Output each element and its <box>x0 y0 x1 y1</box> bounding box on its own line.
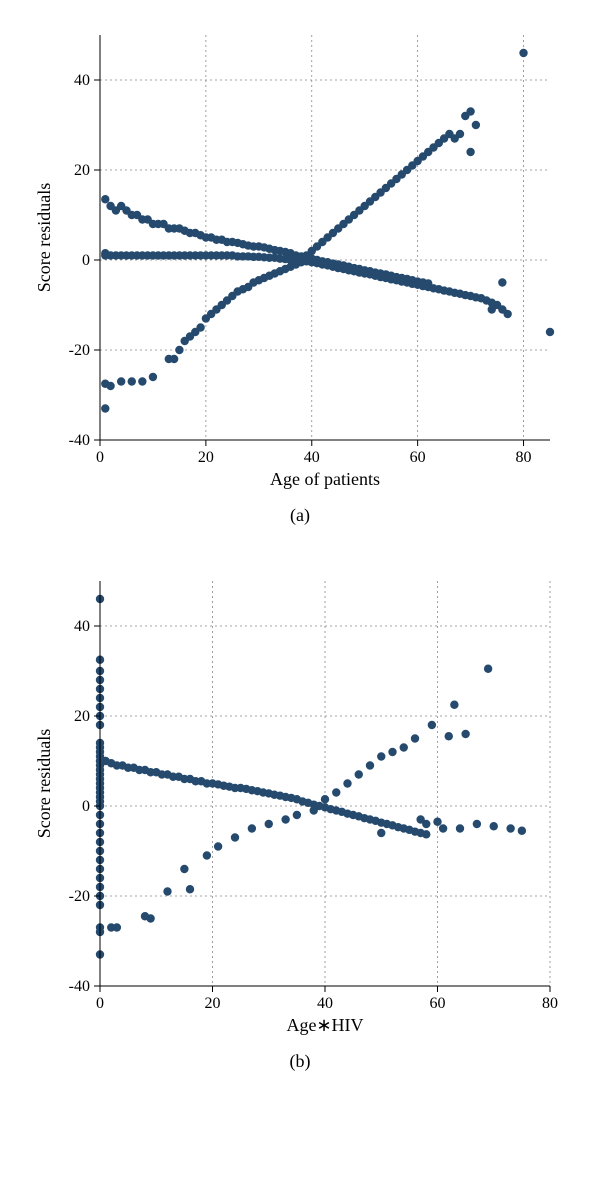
y-axis-label: Score residuals <box>34 183 54 292</box>
y-tick-label: -20 <box>69 342 90 359</box>
data-point <box>422 830 430 838</box>
data-point <box>170 355 178 363</box>
data-point <box>473 820 481 828</box>
data-point <box>428 721 436 729</box>
panel-a-caption: (a) <box>30 505 570 526</box>
data-point <box>163 887 171 895</box>
y-tick-label: 20 <box>74 708 90 725</box>
data-point <box>377 752 385 760</box>
data-point <box>101 404 109 412</box>
x-tick-label: 60 <box>430 995 446 1012</box>
data-point <box>265 820 273 828</box>
data-point <box>411 734 419 742</box>
data-point <box>456 130 464 138</box>
data-point <box>149 373 157 381</box>
y-tick-label: 40 <box>74 72 90 89</box>
data-point <box>461 730 469 738</box>
x-tick-label: 60 <box>410 449 426 466</box>
x-axis-label: Age of patients <box>270 469 380 489</box>
x-tick-label: 0 <box>96 449 104 466</box>
scatter-plot: 0 20 40 60 80 -40 -20 0 20 40 Age∗HIV Score residua… <box>30 566 570 1041</box>
y-axis-label: Score residuals <box>34 729 54 838</box>
data-point <box>466 107 474 115</box>
y-tick-label: 0 <box>82 252 90 269</box>
data-point <box>466 148 474 156</box>
x-tick-label: 80 <box>516 449 532 466</box>
data-point <box>231 833 239 841</box>
data-point <box>518 827 526 835</box>
data-point <box>281 815 289 823</box>
data-point <box>484 665 492 673</box>
data-point <box>203 851 211 859</box>
data-point <box>456 824 464 832</box>
data-point <box>101 195 109 203</box>
panel-a: 0 20 40 60 80 -40 -20 0 20 40 Age of patients Score… <box>30 20 570 546</box>
x-tick-label: 20 <box>205 995 221 1012</box>
figure: 0 20 40 60 80 -40 -20 0 20 40 Age of patients Score… <box>0 0 600 1092</box>
data-point <box>366 761 374 769</box>
data-point <box>321 795 329 803</box>
panel-b-caption: (b) <box>30 1051 570 1072</box>
data-point <box>214 842 222 850</box>
y-tick-label: 0 <box>82 798 90 815</box>
data-point <box>472 121 480 129</box>
data-point <box>490 822 498 830</box>
y-tick-label: -20 <box>69 888 90 905</box>
data-point <box>400 743 408 751</box>
x-tick-label: 20 <box>198 449 214 466</box>
data-point <box>388 748 396 756</box>
data-point <box>445 732 453 740</box>
data-point <box>439 824 447 832</box>
x-tick-label: 80 <box>542 995 558 1012</box>
x-axis-label: Age∗HIV <box>286 1015 363 1035</box>
data-point <box>128 377 136 385</box>
y-tick-label: 20 <box>74 162 90 179</box>
scatter-plot: 0 20 40 60 80 -40 -20 0 20 40 Age of patients Score… <box>30 20 570 495</box>
data-point <box>433 818 441 826</box>
data-point <box>519 49 527 57</box>
data-point <box>503 310 511 318</box>
data-point <box>175 346 183 354</box>
data-point <box>106 382 114 390</box>
y-tick-label: -40 <box>69 432 90 449</box>
data-point <box>377 829 385 837</box>
x-tick-label: 40 <box>317 995 333 1012</box>
data-point <box>293 811 301 819</box>
data-point <box>343 779 351 787</box>
y-tick-label: -40 <box>69 978 90 995</box>
panel-b: 0 20 40 60 80 -40 -20 0 20 40 Age∗HIV Score residua… <box>30 566 570 1092</box>
data-point <box>180 865 188 873</box>
x-tick-label: 0 <box>96 995 104 1012</box>
data-point <box>355 770 363 778</box>
data-point <box>506 824 514 832</box>
data-point <box>248 824 256 832</box>
y-tick-label: 40 <box>74 618 90 635</box>
data-point <box>146 914 154 922</box>
data-point <box>113 923 121 931</box>
data-point <box>332 788 340 796</box>
data-point <box>186 885 194 893</box>
data-point <box>450 701 458 709</box>
x-tick-label: 40 <box>304 449 320 466</box>
data-point <box>138 377 146 385</box>
data-point <box>196 323 204 331</box>
data-point <box>422 820 430 828</box>
data-point <box>498 278 506 286</box>
data-point <box>117 377 125 385</box>
data-point <box>546 328 554 336</box>
